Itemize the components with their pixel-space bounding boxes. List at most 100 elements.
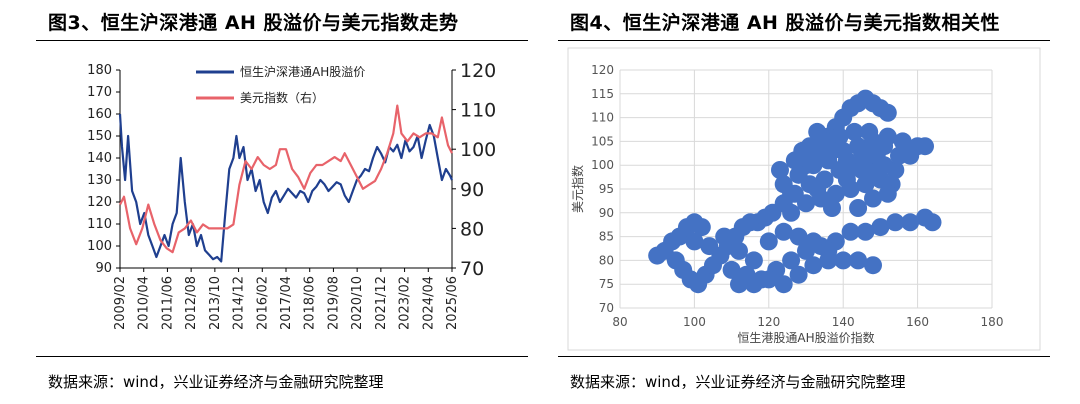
x-tick-label: 2018/06 <box>303 276 318 330</box>
x-tick-label: 120 <box>757 315 780 329</box>
scatter-point <box>878 184 897 203</box>
y-tick-label: 85 <box>599 230 614 244</box>
x-tick-label: 100 <box>683 315 706 329</box>
x-tick-label: 2017/04 <box>279 276 294 330</box>
scatter-point <box>700 237 719 256</box>
x-tick-label: 2012/08 <box>184 276 199 330</box>
right-y-tick-label: 80 <box>460 218 484 240</box>
legend-label-ah: 恒生沪深港通AH股溢价 <box>240 65 365 79</box>
y-tick-label: 95 <box>599 182 614 196</box>
scatter-point <box>826 184 845 203</box>
scatter-point <box>856 222 875 241</box>
scatter-point <box>916 137 934 156</box>
scatter-point <box>890 146 908 165</box>
scatter-point <box>782 203 801 222</box>
scatter-point <box>830 127 849 146</box>
scatter-point <box>860 122 879 141</box>
left-bottom-rule <box>36 356 528 357</box>
scatter-point <box>819 251 838 270</box>
right-y-tick-label: 120 <box>460 60 496 82</box>
scatter-point <box>871 218 890 237</box>
x-tick-label: 180 <box>981 315 1004 329</box>
scatter-point <box>841 222 860 241</box>
x-tick-label: 2023/02 <box>398 276 413 330</box>
right-chart-title: 图4、恒生沪深港通 AH 股溢价与美元指数相关性 <box>570 12 1001 34</box>
y-tick-label: 90 <box>599 206 614 220</box>
x-tick-label: 2010/04 <box>137 276 152 330</box>
scatter-point <box>782 251 801 270</box>
scatter-point <box>774 222 793 241</box>
scatter-point <box>837 151 856 170</box>
scatter-point <box>804 156 823 175</box>
scatter-point <box>878 103 897 122</box>
right-y-tick-label: 110 <box>460 100 496 122</box>
x-tick-label: 2019/08 <box>326 276 341 330</box>
y-tick-label: 105 <box>591 134 614 148</box>
y-tick-label: 100 <box>591 158 614 172</box>
scatter-point <box>759 232 778 251</box>
scatter-point <box>845 122 864 141</box>
y-tick-label: 115 <box>591 87 614 101</box>
scatter-point <box>867 165 886 184</box>
right-source-note: 数据来源：wind，兴业证券经济与金融研究院整理 <box>570 373 906 391</box>
left-y-tick-label: 90 <box>95 261 112 276</box>
scatter-point <box>837 170 856 189</box>
x-tick-label: 2014/12 <box>232 276 247 330</box>
left-y-tick-label: 160 <box>87 107 112 122</box>
scatter-point <box>867 146 886 165</box>
left-y-tick-label: 120 <box>87 195 112 210</box>
left-title-rule <box>36 40 528 41</box>
x-tick-label: 2025/06 <box>445 276 460 330</box>
left-source-note: 数据来源：wind，兴业证券经济与金融研究院整理 <box>48 373 384 391</box>
scatter-chart-border <box>567 47 1041 351</box>
scatter-point <box>823 141 841 160</box>
scatter-point <box>893 132 912 151</box>
left-y-tick-label: 100 <box>87 239 112 254</box>
right-bottom-rule <box>558 356 1050 357</box>
scatter-point <box>730 241 748 260</box>
scatter-point <box>789 265 808 284</box>
left-chart-title: 图3、恒生沪深港通 AH 股溢价与美元指数走势 <box>48 12 459 34</box>
y-tick-label: 120 <box>591 63 614 77</box>
x-tick-label: 140 <box>832 315 855 329</box>
x-tick-label: 2011/06 <box>160 276 175 330</box>
y-tick-label: 110 <box>591 111 614 125</box>
right-title-rule <box>558 40 1050 41</box>
scatter-point <box>864 256 882 275</box>
scatter-point <box>744 275 763 294</box>
scatter-point <box>849 199 868 217</box>
scatter-point <box>744 251 763 270</box>
scatter-point <box>722 260 741 279</box>
ah-premium-line <box>118 113 454 263</box>
x-tick-label: 80 <box>612 315 627 329</box>
x-tick-label: 2016/02 <box>255 276 270 330</box>
x-tick-label: 2024/04 <box>421 276 436 330</box>
scatter-point <box>715 227 734 246</box>
scatter-point <box>804 256 823 275</box>
left-y-tick-label: 180 <box>87 63 112 78</box>
x-tick-label: 2009/02 <box>113 276 128 330</box>
scatter-point <box>771 161 789 179</box>
scatter-point <box>823 199 841 217</box>
scatter-point <box>864 189 882 208</box>
legend-label-dxy: 美元指数（右） <box>240 90 324 105</box>
left-y-tick-label: 110 <box>87 217 112 232</box>
scatter-point <box>834 251 853 270</box>
scatter-point <box>852 141 871 160</box>
y-tick-label: 70 <box>599 301 614 315</box>
scatter-point <box>886 213 905 232</box>
right-scatter-chart: 70 75 80 85 90 95 100 105 110 115 120 80 100 120 140 16… <box>567 47 1041 351</box>
scatter-point <box>849 251 868 270</box>
left-y-tick-label: 140 <box>87 151 112 166</box>
scatter-point <box>804 232 823 251</box>
scatter-point <box>852 161 871 179</box>
left-y-tick-label: 150 <box>87 129 112 144</box>
right-y-tick-label: 70 <box>460 258 484 280</box>
x-tick-label: 2021/12 <box>374 276 389 330</box>
left-y-tick-label: 130 <box>87 173 112 188</box>
x-tick-label: 2013/10 <box>208 276 223 330</box>
scatter-point <box>730 275 748 294</box>
left-line-chart: 90 100 110 120 130 140 150 160 170 180 70 80 90 100 11… <box>87 60 496 330</box>
scatter-point <box>692 218 711 237</box>
scatter-point <box>808 122 827 141</box>
